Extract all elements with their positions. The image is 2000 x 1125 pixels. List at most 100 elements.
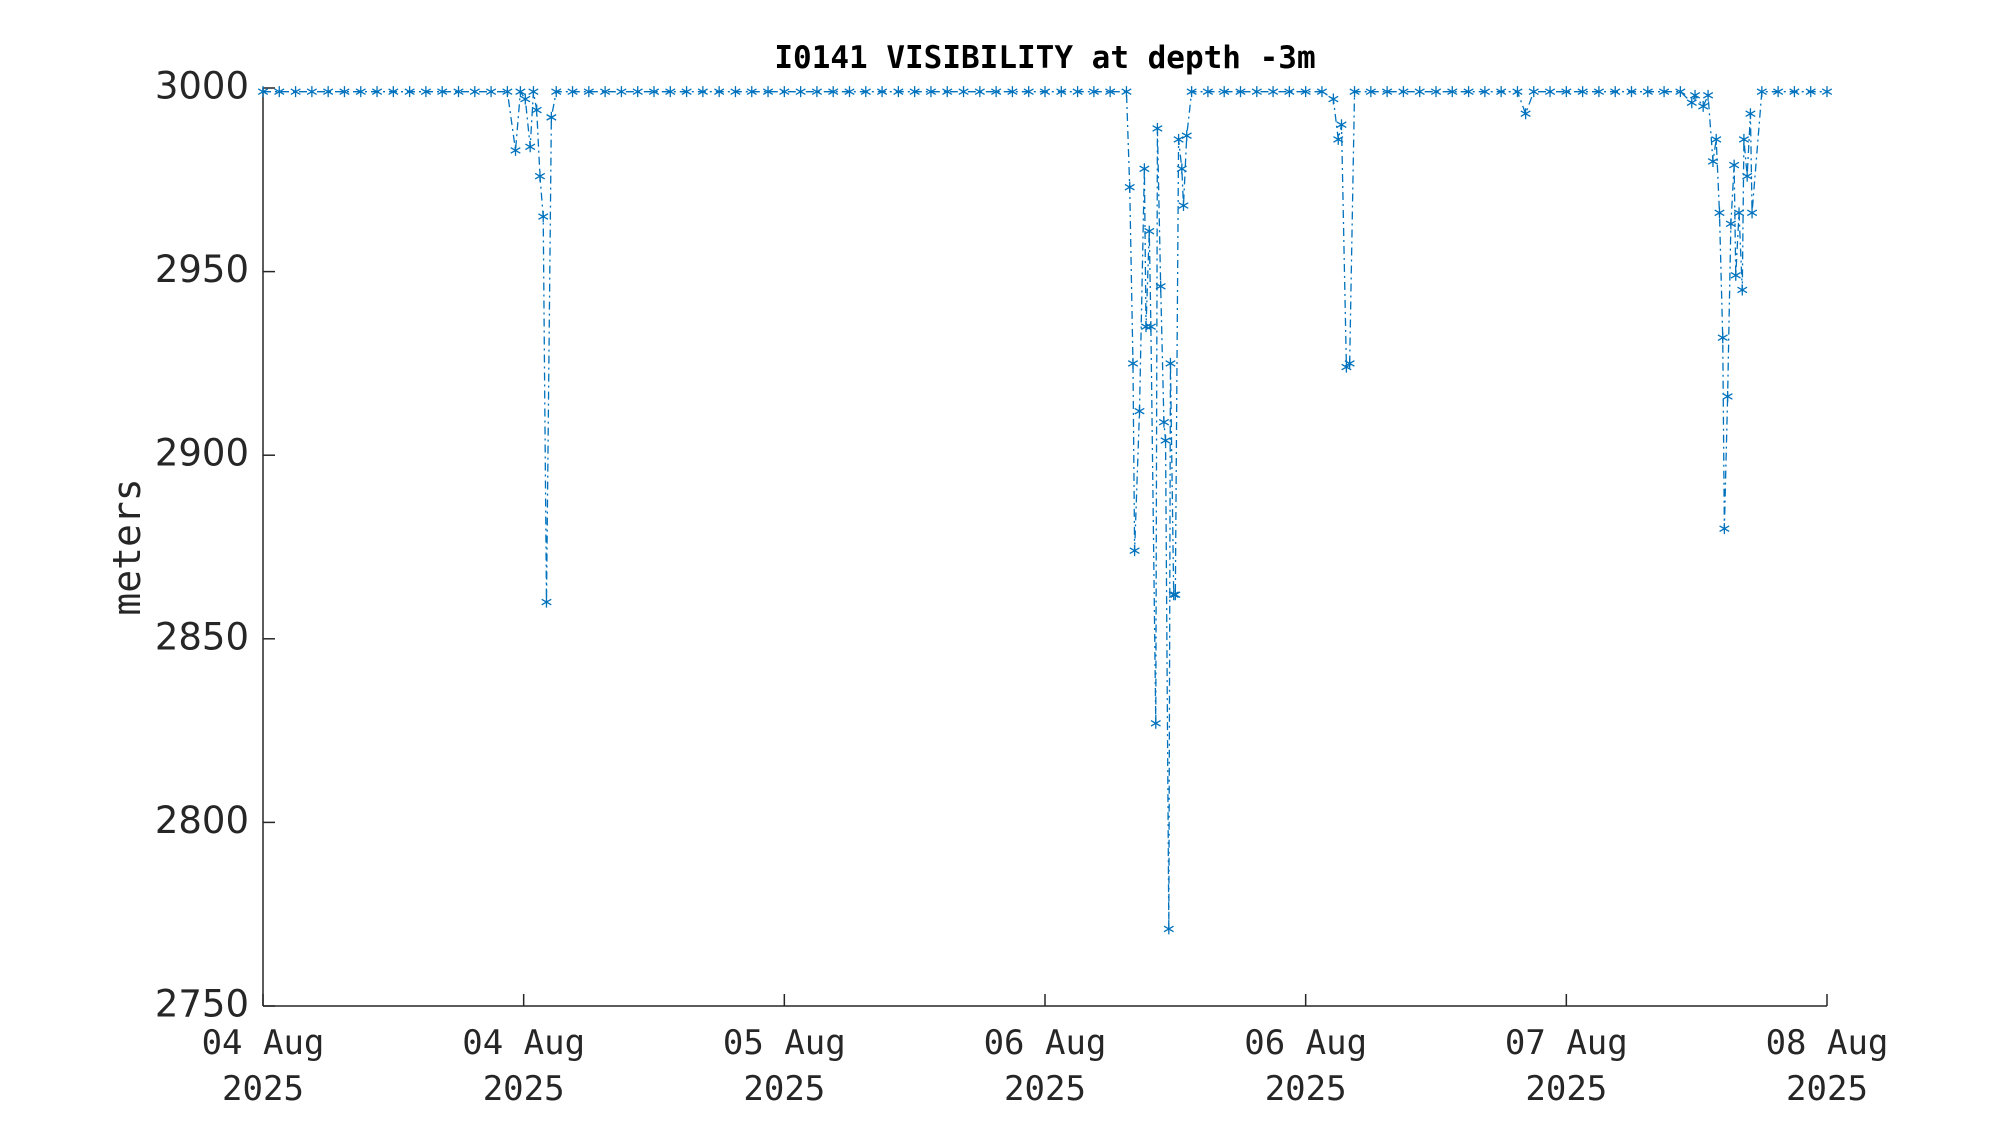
data-point — [1698, 100, 1709, 112]
data-point — [1165, 357, 1176, 369]
data-point — [811, 86, 823, 98]
data-point — [681, 86, 692, 98]
data-point — [746, 86, 757, 98]
data-point — [795, 86, 806, 98]
data-point — [974, 86, 985, 98]
data-point — [1593, 86, 1605, 98]
y-axis-label: meters — [105, 478, 149, 615]
data-point — [437, 86, 448, 98]
data-point — [1121, 86, 1132, 98]
data-point — [1821, 86, 1833, 98]
data-point — [1333, 133, 1344, 145]
data-point — [1158, 416, 1170, 428]
data-point — [525, 141, 536, 153]
data-point — [1730, 269, 1741, 281]
data-point — [567, 86, 578, 98]
data-point — [1152, 122, 1163, 134]
data-point — [876, 86, 888, 98]
data-point — [1140, 321, 1152, 333]
data-point — [1789, 86, 1800, 98]
data-point — [1737, 284, 1748, 296]
data-point — [1023, 86, 1034, 98]
y-tick-label: 2950 — [155, 248, 249, 291]
data-point — [1725, 218, 1736, 230]
x-tick-label: 04 Aug 2025 — [201, 1023, 325, 1109]
data-point — [583, 86, 594, 98]
data-point — [1733, 207, 1745, 219]
data-point — [714, 86, 725, 98]
data-point — [632, 86, 643, 98]
data-point — [1170, 589, 1181, 601]
data-point — [1756, 86, 1767, 98]
data-point — [1267, 86, 1279, 98]
data-point — [925, 86, 937, 98]
data-point — [528, 86, 539, 98]
data-point — [828, 86, 839, 98]
data-point — [1430, 86, 1442, 98]
y-tick-label: 2900 — [155, 432, 249, 475]
data-point — [1163, 923, 1174, 935]
data-point — [1447, 86, 1458, 98]
data-point — [1181, 130, 1192, 142]
data-point — [1072, 86, 1083, 98]
x-tick-label: 06 Aug 2025 — [983, 1023, 1107, 1109]
data-point — [1186, 86, 1197, 98]
data-point — [1344, 357, 1355, 369]
data-point — [1496, 86, 1507, 98]
data-point — [1328, 93, 1339, 105]
data-point — [1544, 86, 1556, 98]
data-point — [1738, 133, 1750, 145]
data-point — [538, 211, 549, 223]
data-point — [257, 86, 269, 98]
data-point — [1561, 86, 1572, 98]
data-point — [306, 86, 317, 98]
data-point — [1746, 207, 1758, 219]
data-point — [1714, 207, 1725, 219]
data-point — [1145, 321, 1157, 333]
data-point — [1039, 86, 1051, 98]
data-point — [762, 86, 774, 98]
data-point — [515, 86, 526, 98]
x-tick-label: 08 Aug 2025 — [1765, 1023, 1889, 1109]
data-point — [1773, 86, 1784, 98]
x-tick-label: 04 Aug 2025 — [462, 1023, 586, 1109]
data-point — [1717, 332, 1728, 344]
data-point — [1805, 86, 1816, 98]
data-point — [1702, 89, 1714, 101]
data-point — [1463, 86, 1474, 98]
data-point — [730, 86, 741, 98]
data-point — [1219, 86, 1230, 98]
data-point — [860, 86, 871, 98]
data-point — [1711, 133, 1722, 145]
data-point — [1168, 589, 1179, 601]
data-point — [290, 86, 301, 98]
data-point — [1300, 86, 1311, 98]
data-point — [1235, 86, 1246, 98]
data-point — [1349, 86, 1360, 98]
data-point — [1365, 86, 1376, 98]
series-line — [263, 89, 1827, 929]
data-point — [274, 86, 285, 98]
data-point — [1707, 155, 1719, 167]
y-tick-label: 3000 — [155, 65, 249, 108]
data-point — [616, 86, 627, 98]
data-point — [1105, 86, 1116, 98]
data-point — [1729, 159, 1740, 171]
data-point — [541, 596, 552, 608]
data-point — [1528, 86, 1539, 98]
data-point — [469, 86, 480, 98]
data-point — [1675, 86, 1686, 98]
data-point — [1176, 163, 1187, 175]
data-point — [1160, 435, 1171, 447]
data-point — [1577, 86, 1588, 98]
data-point — [1742, 170, 1753, 182]
data-point — [844, 86, 855, 98]
data-point — [600, 86, 611, 98]
data-point — [1139, 163, 1150, 175]
x-tick-label: 06 Aug 2025 — [1244, 1023, 1368, 1109]
data-point — [1129, 545, 1140, 557]
data-point — [420, 86, 432, 98]
data-point — [1686, 97, 1697, 109]
